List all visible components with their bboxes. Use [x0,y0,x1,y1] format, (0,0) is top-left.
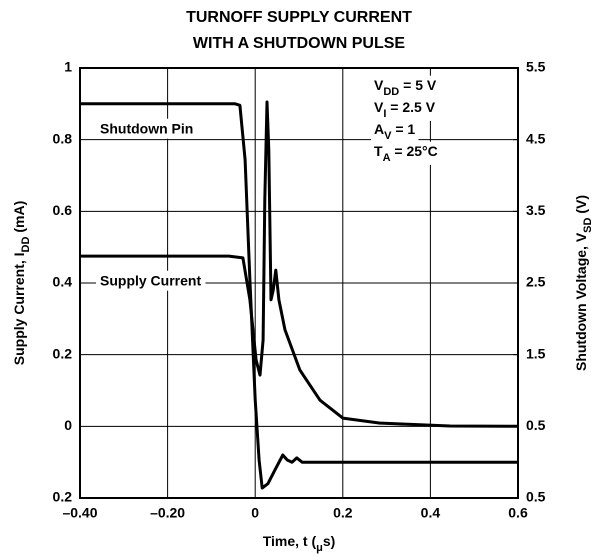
annotation-bg [371,141,441,165]
series-label-bg [96,118,198,139]
annotation-part: A [374,121,384,137]
y2-axis-label-part: SD [582,217,594,232]
annotation-part: = 25°C [391,143,438,159]
x-tick-label: 0.4 [421,505,441,521]
y-axis-label: Supply Current, IDD (mA) [11,201,32,365]
annotation-part: V [384,130,392,142]
annotation-part: T [374,143,383,159]
annotation-part: A [383,152,391,164]
y2-axis-label-part: (V) [573,195,589,218]
y-tick-label: 0.2 [53,345,73,361]
annotation: VI = 2.5 V [374,99,436,120]
series-line [80,102,518,490]
annotation-bg [371,75,440,99]
x-tick-label: –0.20 [150,505,185,521]
annotation-part: I [383,108,386,120]
x-axis-label: Time, t (μs) [263,533,336,554]
annotation: VDD = 5 V [374,77,437,98]
annotation-part: = 5 V [399,77,437,93]
series-line [80,100,519,428]
annotation-part: = 1 [391,121,415,137]
y-tick-label: 0.8 [53,130,73,146]
y-axis-label-part: DD [20,236,32,252]
x-tick-label: 0 [251,505,259,521]
annotation-part: DD [383,86,399,98]
x-tick-label: –0.40 [62,505,97,521]
annotation-bg [371,97,439,121]
y-tick-label: 0.2 [53,489,73,505]
y2-tick-label: 3.5 [526,202,546,218]
x-tick-label: 0.6 [508,505,528,521]
y2-tick-label: 0.5 [526,489,546,505]
y2-tick-label: 0.5 [526,417,546,433]
x-tick-label: 0.2 [333,505,353,521]
y-axis-label-part: (mA) [11,201,27,237]
annotation-part: V [374,99,384,115]
chart-title: WITH A SHUTDOWN PULSE [193,35,405,52]
y-tick-label: 1 [64,59,72,75]
chart-title: TURNOFF SUPPLY CURRENT [186,9,412,26]
annotation-bg [371,119,419,143]
y-axis-label-part: Supply Current, I [11,252,27,365]
annotation: AV = 1 [374,121,415,142]
annotation-part: = 2.5 V [386,99,435,115]
y2-tick-label: 2.5 [526,274,546,290]
y2-tick-label: 4.5 [526,130,546,146]
series-label: Shutdown Pin [100,121,193,137]
y2-axis-label: Shutdown Voltage, VSD (V) [573,195,594,371]
y2-tick-label: 5.5 [526,59,546,75]
y-tick-label: 0.4 [53,274,73,290]
annotation-part: V [374,77,384,93]
annotation: TA = 25°C [374,143,438,164]
y2-tick-label: 1.5 [526,345,546,361]
x-axis-label-part: s) [323,533,335,549]
y2-axis-label-part: Shutdown Voltage, V [573,232,589,371]
series-label-bg [96,270,206,291]
series-label: Supply Current [100,273,201,289]
x-axis-label-part: μ [316,542,323,554]
plot-frame [79,67,519,499]
y-tick-label: 0.6 [53,202,73,218]
y-tick-label: 0 [64,417,72,433]
x-axis-label-part: Time, t ( [263,533,317,549]
